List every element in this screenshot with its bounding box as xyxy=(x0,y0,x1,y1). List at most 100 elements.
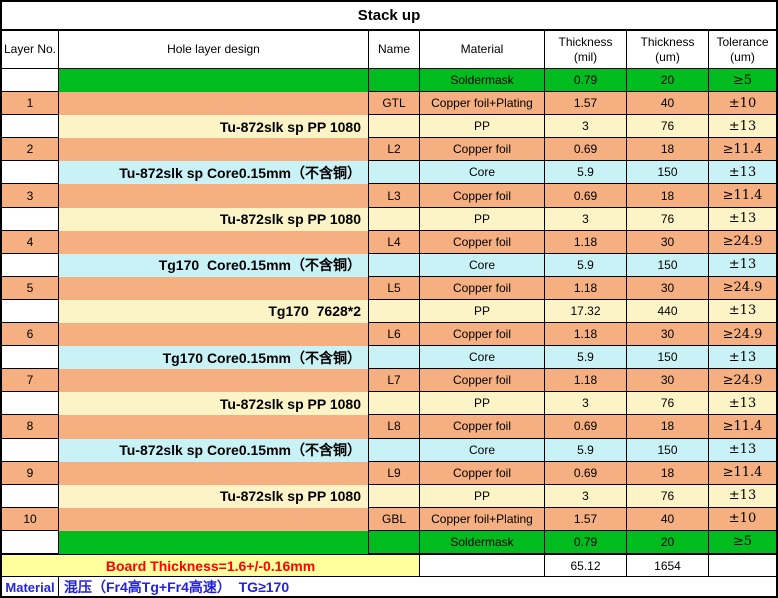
tolerance-cell: ±13 xyxy=(709,392,776,416)
thickness-um-cell: 18 xyxy=(627,184,709,208)
table-row: 5 L5 Copper foil 1.18 30 ≥24.9 xyxy=(2,276,776,300)
hole-design-cell: Tg170 7628*2 xyxy=(59,299,369,324)
name-cell: GTL xyxy=(369,92,420,116)
name-cell xyxy=(369,253,420,277)
thickness-mil-cell: 0.69 xyxy=(545,461,627,485)
material-cell: Copper foil xyxy=(420,276,545,300)
hole-design-cell xyxy=(59,461,369,485)
table-row: 8 L8 Copper foil 0.69 18 ≥11.4 xyxy=(2,415,776,439)
thickness-mil-cell: 0.69 xyxy=(545,415,627,439)
material-cell: Core xyxy=(420,161,545,185)
tolerance-cell: ≥24.9 xyxy=(709,230,776,254)
header-thickness-um: Thickness (um) xyxy=(627,31,709,68)
table-row: 1 GTL Copper foil+Plating 1.57 40 ±10 xyxy=(2,92,776,116)
layer-no-cell xyxy=(2,299,59,324)
name-cell xyxy=(369,207,420,231)
thickness-um-cell: 30 xyxy=(627,369,709,393)
name-cell xyxy=(369,299,420,324)
tolerance-cell: ±13 xyxy=(709,438,776,462)
title-text: Stack up xyxy=(357,7,421,24)
hole-design-cell: Tg170 Core0.15mm（不含铜） xyxy=(59,346,369,370)
table-row: Tu-872slk sp PP 1080 PP 3 76 ±13 xyxy=(2,484,776,508)
layer-no-cell: 8 xyxy=(2,415,59,439)
tolerance-cell: ±13 xyxy=(709,253,776,277)
name-cell xyxy=(369,392,420,416)
hole-design-cell: Tu-872slk sp PP 1080 xyxy=(59,484,369,508)
thickness-mil-cell: 0.79 xyxy=(545,530,627,554)
name-cell: L9 xyxy=(369,461,420,485)
tolerance-cell: ≥5 xyxy=(709,69,776,93)
material-cell: Core xyxy=(420,346,545,370)
tolerance-cell: ≥24.9 xyxy=(709,276,776,300)
thickness-um-cell: 30 xyxy=(627,323,709,347)
board-thickness-row: Board Thickness=1.6+/-0.16mm 65.12 1654 xyxy=(2,555,776,577)
tolerance-cell: ≥24.9 xyxy=(709,369,776,393)
material-cell: Copper foil+Plating xyxy=(420,507,545,531)
name-cell: L3 xyxy=(369,184,420,208)
thickness-mil-cell: 3 xyxy=(545,484,627,508)
layer-no-cell: 2 xyxy=(2,138,59,162)
page-title: Stack up xyxy=(2,2,776,31)
stackup-body: Soldermask 0.79 20 ≥5 1 GTL Copper foil+Platin… xyxy=(2,69,776,555)
layer-no-cell: 1 xyxy=(2,92,59,116)
material-value: 混压（Fr4高Tg+Fr4高速） TG≥170 xyxy=(64,579,290,595)
name-cell xyxy=(369,530,420,554)
tolerance-cell: ≥5 xyxy=(709,530,776,554)
hole-design-cell: Tu-872slk sp Core0.15mm（不含铜） xyxy=(59,161,369,185)
hole-design-cell xyxy=(59,92,369,116)
hole-design-cell xyxy=(59,323,369,347)
thickness-mil-cell: 1.18 xyxy=(545,230,627,254)
thickness-mil-cell: 5.9 xyxy=(545,346,627,370)
thickness-um-cell: 150 xyxy=(627,438,709,462)
layer-no-cell xyxy=(2,69,59,93)
thickness-um-cell: 20 xyxy=(627,69,709,93)
table-row: 3 L3 Copper foil 0.69 18 ≥11.4 xyxy=(2,184,776,208)
tolerance-cell: ≥11.4 xyxy=(709,461,776,485)
hole-design-cell: Tu-872slk sp PP 1080 xyxy=(59,115,369,139)
hole-design-cell: Tg170 Core0.15mm（不含铜） xyxy=(59,253,369,277)
material-cell: PP xyxy=(420,207,545,231)
table-row: Tg170 Core0.15mm（不含铜） Core 5.9 150 ±13 xyxy=(2,346,776,370)
table-row: Tu-872slk sp PP 1080 PP 3 76 ±13 xyxy=(2,392,776,416)
hole-design-cell xyxy=(59,415,369,439)
board-thickness-label: Board Thickness=1.6+/-0.16mm xyxy=(2,555,420,576)
total-thickness-um: 1654 xyxy=(627,555,709,576)
thickness-um-cell: 30 xyxy=(627,276,709,300)
header-tolerance: Tolerance (um) xyxy=(716,35,769,64)
table-row: Tu-872slk sp Core0.15mm（不含铜） Core 5.9 150 ±1… xyxy=(2,438,776,462)
thickness-um-cell: 40 xyxy=(627,92,709,116)
material-row: Material 混压（Fr4高Tg+Fr4高速） TG≥170 xyxy=(2,577,776,597)
layer-no-cell xyxy=(2,161,59,185)
table-row: Tu-872slk sp PP 1080 PP 3 76 ±13 xyxy=(2,115,776,139)
name-cell: L4 xyxy=(369,230,420,254)
hole-design-cell xyxy=(59,184,369,208)
table-row: Tu-872slk sp Core0.15mm（不含铜） Core 5.9 150 ±1… xyxy=(2,161,776,185)
thickness-um-cell: 150 xyxy=(627,161,709,185)
thickness-um-cell: 18 xyxy=(627,415,709,439)
layer-no-cell xyxy=(2,438,59,462)
thickness-um-cell: 76 xyxy=(627,484,709,508)
hole-design-cell: Tu-872slk sp PP 1080 xyxy=(59,207,369,231)
header-thickness-mil: Thickness (mil) xyxy=(545,31,627,68)
tolerance-cell: ±13 xyxy=(709,161,776,185)
tolerance-cell: ±13 xyxy=(709,346,776,370)
name-cell xyxy=(369,438,420,462)
material-label: Material xyxy=(2,577,59,597)
thickness-um-cell: 150 xyxy=(627,253,709,277)
hole-design-cell xyxy=(59,507,369,531)
material-cell: PP xyxy=(420,299,545,324)
material-cell: Copper foil xyxy=(420,415,545,439)
name-cell xyxy=(369,346,420,370)
thickness-mil-cell: 0.79 xyxy=(545,69,627,93)
material-cell: Copper foil xyxy=(420,461,545,485)
hole-design-cell: Tu-872slk sp PP 1080 xyxy=(59,392,369,416)
hole-design-cell xyxy=(59,230,369,254)
table-row: 2 L2 Copper foil 0.69 18 ≥11.4 xyxy=(2,138,776,162)
table-row: Tg170 7628*2 PP 17.32 440 ±13 xyxy=(2,299,776,324)
thickness-mil-cell: 17.32 xyxy=(545,299,627,324)
material-cell: Copper foil xyxy=(420,138,545,162)
layer-no-cell: 4 xyxy=(2,230,59,254)
layer-no-cell: 5 xyxy=(2,276,59,300)
board-material-cell xyxy=(420,555,545,576)
